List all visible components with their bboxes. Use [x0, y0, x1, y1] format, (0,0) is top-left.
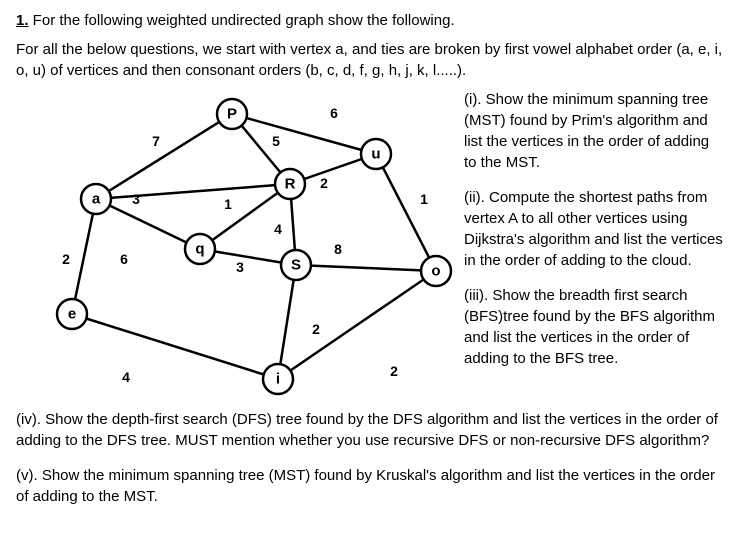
weight-R-u: 2 — [320, 175, 328, 191]
node-label-e: e — [68, 306, 76, 323]
weight-a-R: 3 — [132, 191, 140, 207]
graph-area: 7 3 2 6 4 1 3 4 2 5 6 1 8 2 2 a e i o u P R Sq — [16, 89, 456, 399]
weight-a-q: 6 — [120, 251, 128, 267]
edge-a-R — [96, 184, 290, 199]
mid-row: 7 3 2 6 4 1 3 4 2 5 6 1 8 2 2 a e i o u P R Sq (i). Show the m… — [16, 89, 724, 399]
intro-text: For all the below questions, we start wi… — [16, 39, 724, 81]
edge-a-P — [96, 114, 232, 199]
edge-a-e — [72, 199, 96, 314]
weight-S-o: 8 — [334, 241, 342, 257]
node-label-i: i — [276, 371, 280, 388]
weight-S-i: 2 — [312, 321, 320, 337]
edge-S-i — [278, 265, 296, 379]
edge-a-q — [96, 199, 200, 249]
below-parts: (iv). Show the depth-first search (DFS) … — [16, 409, 724, 507]
edge-e-i — [72, 314, 278, 379]
part-iii: (iii). Show the breadth first search (BF… — [464, 285, 724, 369]
weight-i-o: 2 — [390, 363, 398, 379]
weight-q-S: 3 — [236, 259, 244, 275]
node-label-u: u — [371, 146, 380, 163]
weight-q-R: 1 — [224, 196, 232, 212]
part-v: (v). Show the minimum spanning tree (MST… — [16, 465, 724, 507]
part-ii: (ii). Compute the shortest paths from ve… — [464, 187, 724, 271]
node-label-P: P — [227, 106, 237, 123]
part-i: (i). Show the minimum spanning tree (MST… — [464, 89, 724, 173]
part-iv: (iv). Show the depth-first search (DFS) … — [16, 409, 724, 451]
node-label-q: q — [195, 241, 204, 258]
heading-text: For the following weighted undirected gr… — [29, 12, 455, 29]
edge-u-o — [376, 154, 436, 271]
node-label-o: o — [431, 263, 440, 280]
edge-P-u — [232, 114, 376, 154]
weight-P-R: 5 — [272, 133, 280, 149]
weight-e-i: 4 — [122, 369, 130, 385]
weight-R-S: 4 — [274, 221, 282, 237]
weight-P-u: 6 — [330, 105, 338, 121]
heading-number: 1. — [16, 12, 29, 29]
question-heading: 1. For the following weighted undirected… — [16, 10, 724, 31]
node-label-a: a — [92, 191, 101, 208]
edge-i-o — [278, 271, 436, 379]
weight-u-o: 1 — [420, 191, 428, 207]
node-label-R: R — [285, 176, 296, 193]
weight-a-P: 7 — [152, 133, 160, 149]
right-column: (i). Show the minimum spanning tree (MST… — [464, 89, 724, 399]
edge-S-o — [296, 265, 436, 271]
edge-q-R — [200, 184, 290, 249]
weight-a-e: 2 — [62, 251, 70, 267]
node-label-S: S — [291, 257, 301, 274]
graph-diagram: 7 3 2 6 4 1 3 4 2 5 6 1 8 2 2 a e i o u P R Sq — [16, 89, 456, 399]
